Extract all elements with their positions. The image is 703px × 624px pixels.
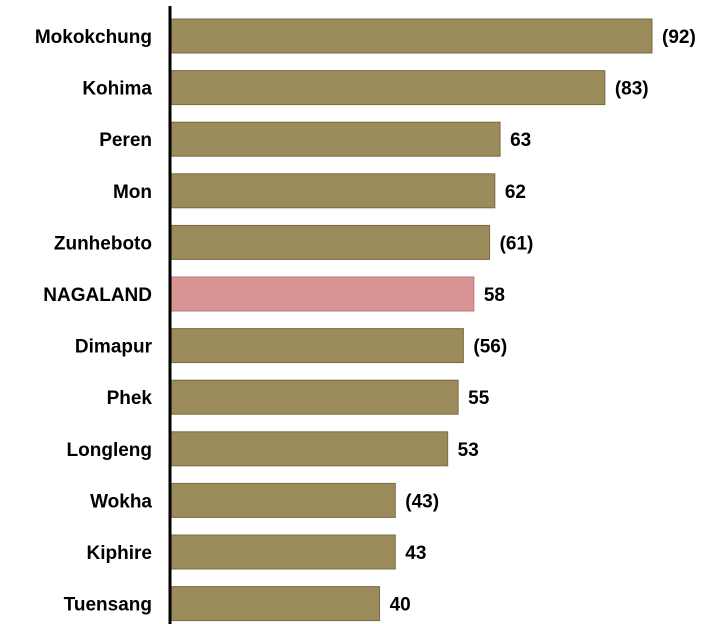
value-label: 40 <box>390 595 411 616</box>
value-label: 62 <box>505 182 526 203</box>
category-label: Kohima <box>82 79 152 100</box>
category-label: Longleng <box>67 440 152 461</box>
bars-group <box>169 18 653 622</box>
value-label: 58 <box>484 285 505 306</box>
value-label: 43 <box>405 543 426 564</box>
value-label: 63 <box>510 130 531 151</box>
value-label: (83) <box>615 79 649 100</box>
category-labels: Mokokchung Kohima Peren Mon Zunheboto NAGALAN… <box>35 27 153 616</box>
bar-zunheboto <box>169 224 491 260</box>
bar-peren <box>169 121 501 157</box>
value-label: (56) <box>473 337 507 358</box>
category-label: Kiphire <box>87 543 152 564</box>
value-label: (61) <box>500 233 534 254</box>
value-label: (92) <box>662 27 696 48</box>
bar-mon <box>169 173 496 209</box>
value-label: 55 <box>468 388 490 409</box>
bar-longleng <box>169 431 449 467</box>
category-label: Wokha <box>90 491 152 512</box>
category-label: Mokokchung <box>35 27 152 48</box>
bar-mokokchung <box>169 18 653 54</box>
bar-tuensang <box>169 586 381 622</box>
bar-nagaland <box>169 276 475 312</box>
category-label: Peren <box>99 130 152 151</box>
bar-wokha <box>169 482 396 518</box>
value-label: (43) <box>405 491 439 512</box>
category-label: Tuensang <box>64 595 152 616</box>
category-label: Phek <box>107 388 153 409</box>
value-labels: (92) (83) 63 62 (61) 58 (56) 55 53 (43) 43 40 <box>390 27 696 616</box>
category-label: Zunheboto <box>54 233 152 254</box>
category-label: Dimapur <box>75 337 153 358</box>
value-label: 53 <box>458 440 479 461</box>
bar-kohima <box>169 70 606 106</box>
bar-dimapur <box>169 328 464 364</box>
category-label: NAGALAND <box>43 285 152 306</box>
bar-kiphire <box>169 534 396 570</box>
category-label: Mon <box>113 182 152 203</box>
bar-phek <box>169 379 459 415</box>
